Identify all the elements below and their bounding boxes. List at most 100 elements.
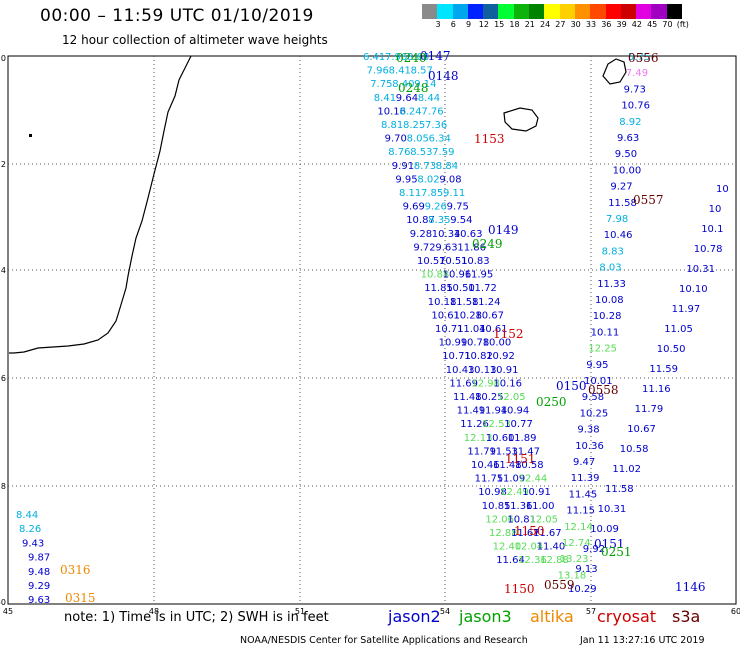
wave-height-value: 11.39 bbox=[571, 473, 600, 484]
wave-height-value: 10.67 bbox=[475, 310, 504, 321]
legend-swatch bbox=[590, 4, 606, 19]
wave-height-value: 8.03 bbox=[599, 263, 621, 274]
legend-swatch bbox=[529, 4, 545, 19]
altimeter-tracks: 6.41 7.96 8.687.96 8.41 8.577.75 8.40 9.148.41… bbox=[16, 52, 729, 606]
x-tick-label: 60 bbox=[731, 607, 740, 616]
legend-label: 70 bbox=[662, 20, 673, 29]
pass-time-label: 0557 bbox=[633, 193, 664, 207]
wave-height-value: 10.76 bbox=[621, 101, 650, 112]
wave-height-value: 11.85 bbox=[424, 283, 453, 294]
wave-height-value: 9.28 bbox=[410, 229, 432, 240]
wave-height-value: 12.14 bbox=[564, 522, 593, 533]
wave-height-value: 10.61 bbox=[431, 310, 460, 321]
wave-height-value: 7.98 bbox=[606, 214, 628, 225]
cryosat-key: cryosat bbox=[597, 607, 657, 626]
wave-height-value: 10.63 bbox=[454, 229, 483, 240]
pass-time-label: 0248 bbox=[398, 81, 429, 95]
wave-height-value: 10.58 bbox=[620, 444, 649, 455]
legend-swatch bbox=[605, 4, 621, 19]
wave-height-value: 13.18 bbox=[558, 570, 587, 581]
pass-time-label: 1152 bbox=[493, 327, 524, 341]
wave-height-value: 7.85 bbox=[421, 188, 443, 199]
wave-height-value: 8.44 bbox=[16, 510, 38, 521]
wave-height-value: 9.54 bbox=[450, 215, 472, 226]
wave-height-value: 10.09 bbox=[590, 524, 619, 535]
legend-label: 42 bbox=[631, 20, 642, 29]
wave-height-value: 9.47 bbox=[573, 457, 595, 468]
wave-height-value: 10.94 bbox=[501, 406, 530, 417]
wave-height-value: 7.49 bbox=[626, 68, 648, 79]
wave-height-value: 11.58 bbox=[605, 484, 634, 495]
wave-height-value: 10.13 bbox=[468, 365, 497, 376]
wave-height-value: 11.69 bbox=[449, 378, 478, 389]
wave-height-value: 9.63 bbox=[28, 595, 50, 606]
wave-height-value: 10.46 bbox=[604, 230, 633, 241]
wave-height-value: 11.59 bbox=[649, 364, 678, 375]
wave-height-value: 10.11 bbox=[591, 327, 620, 338]
wave-height-value: 9.43 bbox=[22, 538, 44, 549]
legend-swatch bbox=[559, 4, 575, 19]
madagascar-coast bbox=[9, 55, 192, 354]
color-scale-bar bbox=[422, 4, 683, 19]
coastline bbox=[9, 55, 627, 354]
wave-height-value: 9.95 bbox=[395, 174, 417, 185]
wave-height-value: 8.53 bbox=[410, 147, 432, 158]
pass-time-label: 1151 bbox=[505, 452, 536, 466]
pass-time-label: 0250 bbox=[536, 395, 567, 409]
map-frame bbox=[7, 55, 737, 605]
wave-height-value: 8.81 bbox=[381, 120, 403, 131]
wave-height-value: 11.09 bbox=[497, 474, 526, 485]
x-tick-label: 57 bbox=[586, 607, 596, 616]
wave-height-value: 8.11 bbox=[399, 188, 421, 199]
wave-height-value: 10.29 bbox=[568, 584, 597, 595]
pass-time-label: 0240 bbox=[396, 51, 427, 65]
legend-swatch bbox=[437, 4, 453, 19]
credit-line: NOAA/NESDIS Center for Satellite Applica… bbox=[240, 635, 528, 646]
wave-height-value: 9.72 bbox=[413, 242, 435, 253]
wave-height-value: 12.25 bbox=[588, 344, 617, 355]
wave-height-value: 11.48 bbox=[453, 392, 482, 403]
wave-height-value: 10.50 bbox=[657, 344, 686, 355]
pass-time-label: 1153 bbox=[474, 132, 505, 146]
wave-height-value: 9.11 bbox=[443, 188, 465, 199]
y-tick-label: -20 bbox=[0, 54, 6, 63]
wave-height-value: 9.69 bbox=[403, 202, 425, 213]
wave-height-value: 10.67 bbox=[627, 424, 656, 435]
wave-height-value: 9.13 bbox=[575, 564, 597, 575]
wave-height-value: 9.63 bbox=[617, 133, 639, 144]
wave-height-value: 10.92 bbox=[486, 351, 515, 362]
wave-height-value: 11.94 bbox=[479, 406, 508, 417]
wave-height-value: 11.67 bbox=[511, 528, 540, 539]
wave-height-value: 10.31 bbox=[686, 264, 715, 275]
axis-tick-labels: 45 48 51 54 57 60 -20 -22 -24 -26 -28 -30 bbox=[0, 54, 740, 616]
wave-height-value: 8.73 bbox=[414, 161, 436, 172]
footer-note: note: 1) Time is in UTC; 2) SWH is in fe… bbox=[64, 610, 329, 625]
wave-height-value: 10 bbox=[716, 184, 729, 195]
legend-swatch bbox=[666, 4, 683, 19]
wave-height-value: 7.76 bbox=[421, 106, 443, 117]
legend-swatch bbox=[498, 4, 514, 19]
wave-height-value: 12.40 bbox=[493, 542, 522, 553]
wave-height-value: 11.00 bbox=[526, 501, 555, 512]
wave-height-value: 11.02 bbox=[612, 464, 641, 475]
wave-height-value: 10 bbox=[709, 204, 722, 215]
wave-height-value: 10.71 bbox=[435, 324, 464, 335]
legend-swatch bbox=[651, 4, 667, 19]
legend-label: 30 bbox=[570, 20, 581, 29]
wave-height-value: 12.49 bbox=[500, 487, 529, 498]
wave-height-value: 11.26 bbox=[460, 419, 489, 430]
wave-height-value: 8.83 bbox=[602, 246, 624, 257]
pass-time-label: 0148 bbox=[428, 69, 459, 83]
wave-height-value: 11.47 bbox=[511, 446, 540, 457]
graticule-grid bbox=[8, 56, 736, 604]
legend-label: 45 bbox=[647, 20, 658, 29]
wave-height-value: 9.92 bbox=[583, 544, 605, 555]
wave-height-value: 12.53 bbox=[482, 419, 511, 430]
legend-swatch bbox=[467, 4, 484, 19]
wave-height-value: 12.04 bbox=[515, 542, 544, 553]
wave-height-value: 10.50 bbox=[446, 283, 475, 294]
pass-time-label: 1150 bbox=[514, 524, 545, 538]
wave-height-value: 10.85 bbox=[482, 501, 511, 512]
x-tick-label: 51 bbox=[295, 607, 305, 616]
